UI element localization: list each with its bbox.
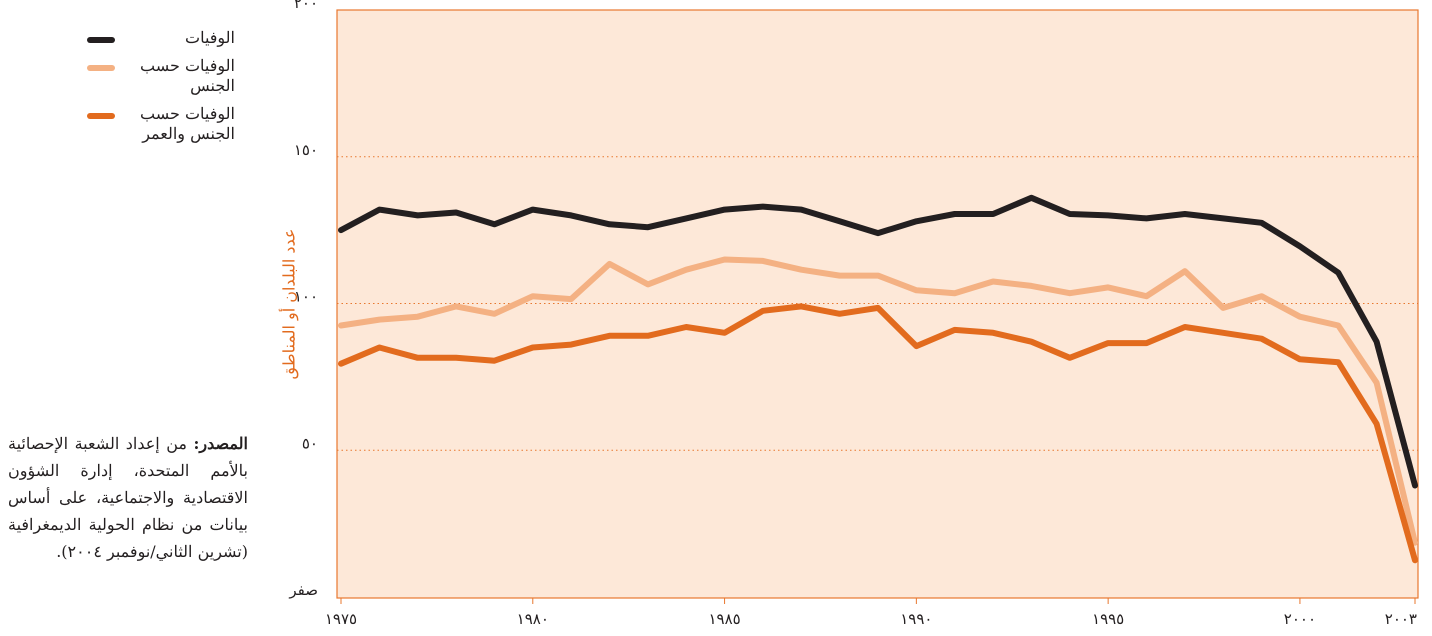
series-line — [338, 256, 1418, 546]
y-tick-label: ٢٠٠ — [294, 0, 318, 12]
x-tick-label: ٢٠٠٣ — [1385, 610, 1417, 628]
legend-swatch — [87, 113, 115, 119]
x-tick-label: ١٩٩٥ — [1092, 610, 1124, 628]
note-label: المصدر: — [193, 434, 248, 453]
x-tick-label: ١٩٩٠ — [900, 610, 932, 628]
y-tick-label: ١٠٠ — [294, 288, 318, 306]
legend-label: الوفيات حسب الجنس والعمر — [140, 104, 235, 143]
y-tick-label: ٥٠ — [302, 434, 318, 452]
series-line — [338, 194, 1418, 489]
legend-swatch — [87, 37, 115, 43]
y-tick-label: صفر — [288, 581, 318, 599]
legend-item: الوفيات حسب الجنس والعمر — [30, 104, 235, 144]
legend-label: الوفيات حسب الجنس — [140, 56, 235, 95]
y-axis-label: عدد البلدان أو المناطق — [279, 229, 299, 380]
legend: الوفيات الوفيات حسب الجنس الوفيات حسب الجن… — [30, 28, 235, 152]
legend-swatch — [87, 65, 115, 71]
series-line — [338, 303, 1418, 564]
x-tick-label: ١٩٨٠ — [517, 610, 549, 628]
y-tick-label: ١٥٠ — [294, 141, 318, 159]
legend-item: الوفيات حسب الجنس — [30, 56, 235, 96]
source-note: المصدر: من إعداد الشعبة الإحصائية بالأمم… — [8, 430, 248, 565]
x-tick-label: ٢٠٠٠ — [1284, 610, 1316, 628]
x-tick-label: ١٩٨٥ — [708, 610, 740, 628]
note-text: من إعداد الشعبة الإحصائية بالأمم المتحدة… — [8, 434, 248, 561]
legend-label: الوفيات — [185, 28, 235, 47]
legend-item: الوفيات — [30, 28, 235, 48]
x-tick-label: ١٩٧٥ — [325, 610, 357, 628]
